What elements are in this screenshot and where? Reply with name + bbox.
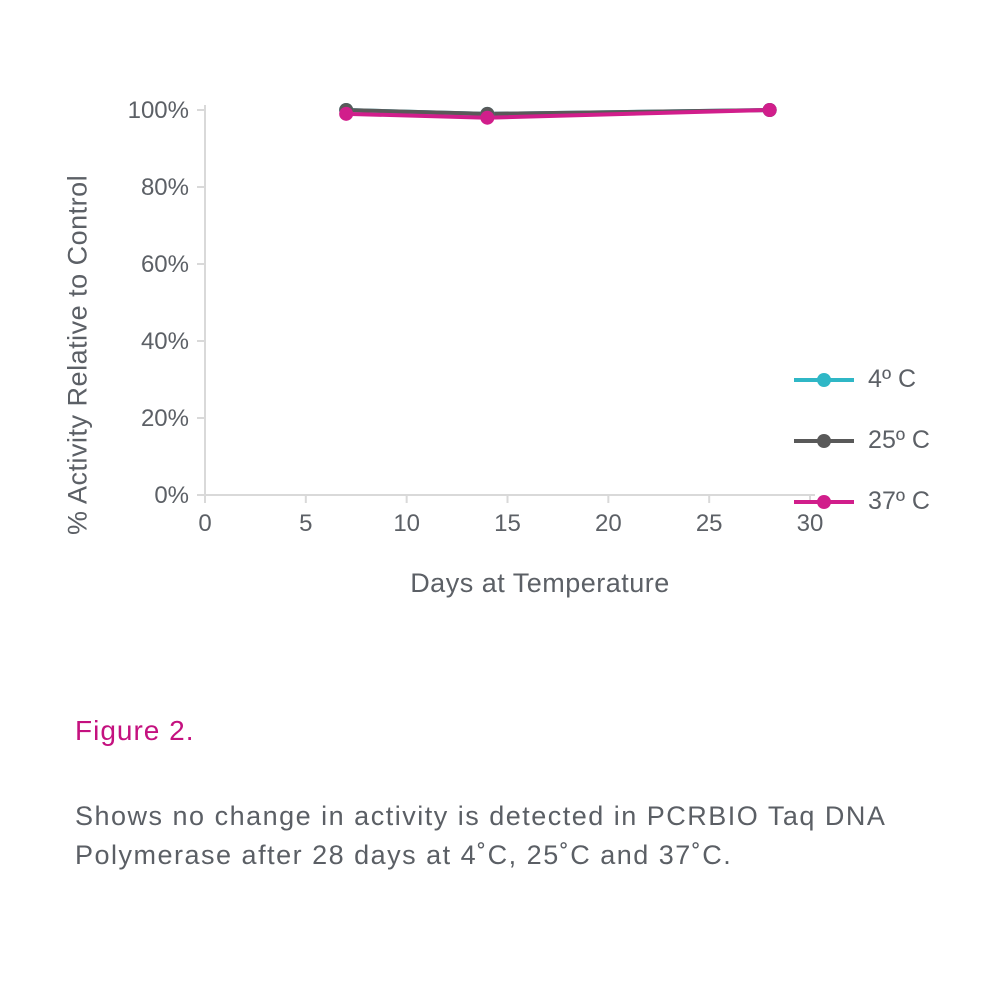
legend-item: 25º C (794, 426, 930, 455)
y-axis-title: % Activity Relative to Control (63, 174, 94, 534)
svg-text:40%: 40% (141, 328, 189, 355)
figure-container: % Activity Relative to Control 0% 20% 40% 6… (0, 0, 1000, 1000)
svg-text:80%: 80% (141, 174, 189, 201)
svg-text:15: 15 (494, 510, 521, 537)
svg-text:20: 20 (595, 510, 622, 537)
legend-label: 37º C (868, 487, 930, 516)
svg-text:20%: 20% (141, 405, 189, 432)
legend-label: 4º C (868, 365, 916, 394)
legend-swatch-icon (794, 370, 854, 390)
x-axis-title: Days at Temperature (120, 568, 960, 599)
svg-text:25: 25 (696, 510, 723, 537)
legend-swatch-icon (794, 492, 854, 512)
legend: 4º C 25º C 37º C (794, 365, 930, 548)
svg-text:0: 0 (198, 510, 211, 537)
svg-text:60%: 60% (141, 251, 189, 278)
legend-swatch-icon (794, 431, 854, 451)
svg-text:10: 10 (393, 510, 420, 537)
svg-text:5: 5 (299, 510, 312, 537)
svg-text:100%: 100% (128, 97, 189, 124)
figure-label: Figure 2. (75, 715, 960, 747)
svg-text:0%: 0% (154, 482, 189, 509)
chart-area: % Activity Relative to Control 0% 20% 40% 6… (60, 90, 960, 625)
legend-item: 4º C (794, 365, 930, 394)
figure-caption: Shows no change in activity is detected … (75, 797, 945, 875)
legend-item: 37º C (794, 487, 930, 516)
legend-label: 25º C (868, 426, 930, 455)
